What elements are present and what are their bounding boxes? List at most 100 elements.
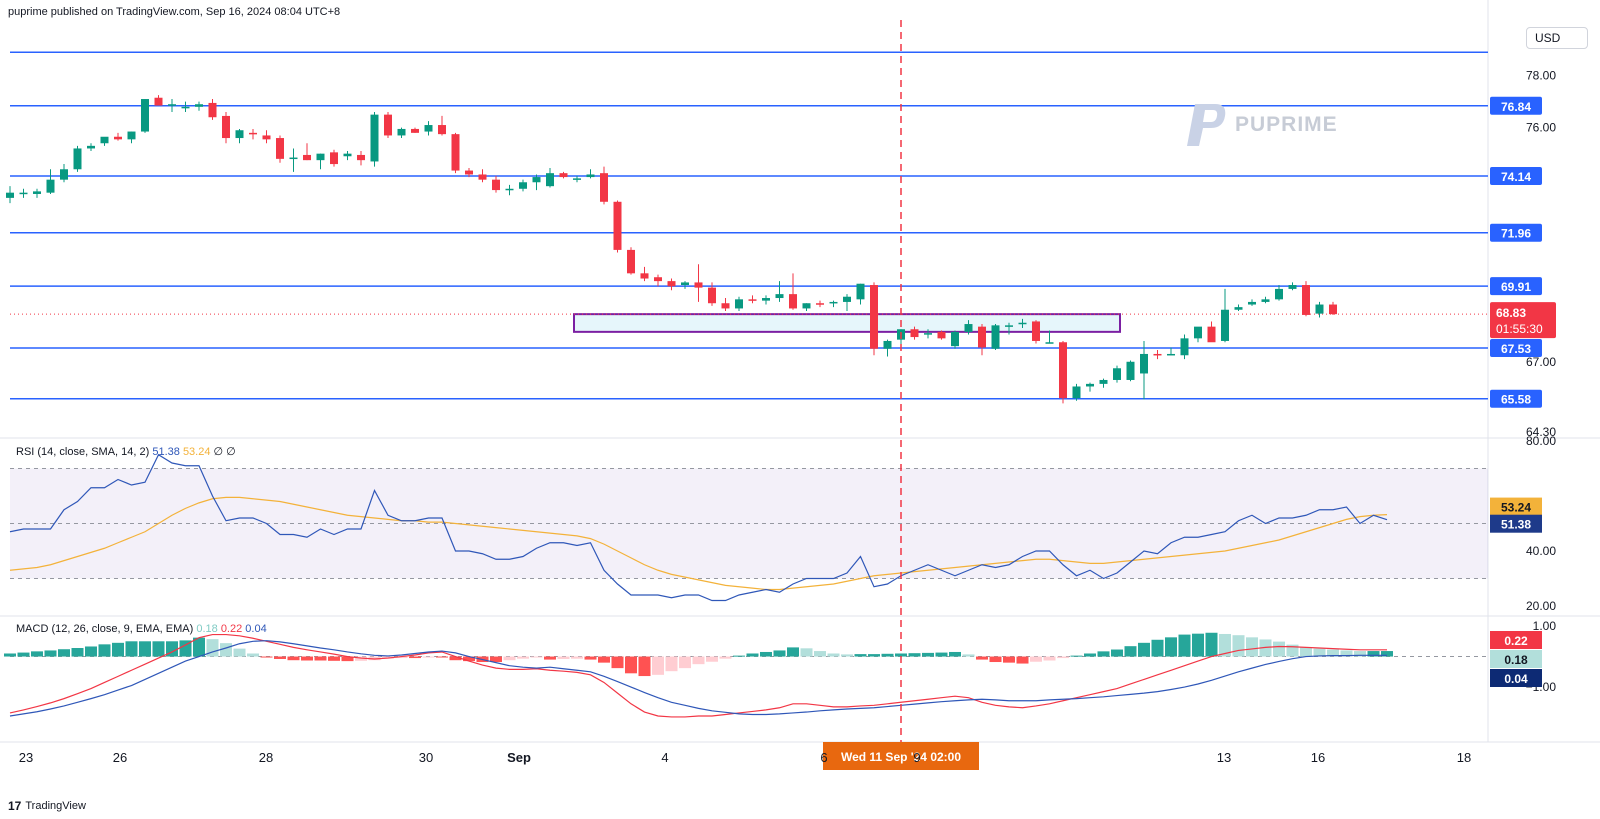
macd-histogram-bar: [733, 655, 745, 657]
currency-selector[interactable]: USD: [1526, 27, 1588, 49]
candle-body: [951, 331, 959, 347]
candle: [303, 143, 311, 161]
macd-histogram-bar: [503, 656, 516, 661]
candle: [1329, 301, 1337, 315]
candle: [114, 132, 122, 141]
candle-body: [424, 125, 433, 132]
signal-line: [9, 633, 1387, 718]
candle-body: [1018, 322, 1027, 325]
candle-body: [438, 125, 446, 135]
macd-histogram-bar: [17, 652, 30, 657]
candle: [1045, 330, 1054, 344]
macd-histogram-bar: [314, 656, 327, 661]
macd-histogram-bar: [1178, 634, 1191, 657]
candle-body: [1234, 307, 1243, 310]
macd-histogram-bar: [1097, 651, 1110, 657]
candle-body: [627, 249, 635, 274]
rsi-ma-tag: [1490, 497, 1542, 516]
candle-body: [708, 287, 716, 304]
macd-histogram-bar: [949, 651, 961, 657]
candle-body: [532, 177, 541, 183]
macd-histogram-bar: [895, 653, 907, 657]
candle: [816, 300, 824, 308]
level-tag: [1490, 277, 1542, 296]
candle: [343, 151, 352, 161]
candle-body: [1207, 326, 1216, 343]
candle-body: [735, 299, 743, 309]
rsi-legend-value: 51.38: [152, 446, 183, 458]
candle: [559, 171, 568, 179]
rsi-ma-legend-value: 53.24: [183, 446, 214, 458]
candle: [195, 101, 203, 111]
macd-histogram-bar: [1124, 646, 1137, 657]
candle: [789, 273, 797, 310]
candle-body: [1140, 353, 1148, 374]
macd-histogram-bar: [139, 641, 151, 657]
macd-histogram-bar: [1165, 637, 1177, 657]
candle-body: [870, 285, 878, 349]
candle: [208, 99, 217, 120]
level-tag: [1490, 389, 1542, 408]
candle: [1072, 383, 1081, 401]
signal-value: 0.22: [1504, 634, 1528, 648]
candle-body: [883, 340, 892, 349]
candle-body: [1302, 285, 1310, 315]
candle: [6, 186, 14, 204]
macd-histogram-bar: [1016, 656, 1029, 664]
candle: [546, 167, 554, 188]
macd-histogram-bar: [841, 654, 853, 657]
candle-body: [1194, 326, 1202, 339]
candle: [721, 298, 730, 312]
candle-body: [19, 192, 28, 195]
candle-body: [1005, 325, 1013, 327]
current-price-tag: [1490, 302, 1556, 339]
current-price-label: 68.83: [1496, 306, 1526, 320]
candle-body: [222, 115, 230, 139]
candle: [1207, 321, 1216, 343]
level-tag: [1490, 167, 1542, 186]
macd-histogram-bar: [908, 653, 921, 657]
macd-line: [9, 640, 1387, 717]
puprime-watermark: PUPRIME: [1185, 102, 1338, 148]
candle: [667, 278, 676, 291]
macd-histogram-bar: [206, 639, 219, 657]
macd-histogram-bar: [233, 648, 246, 657]
candle: [978, 324, 986, 356]
macd-histogram-bar: [814, 651, 826, 657]
histogram-legend-value: 0.18: [196, 623, 220, 635]
candle: [937, 330, 946, 340]
candle: [856, 283, 865, 305]
time-axis-tick: 16: [1311, 750, 1325, 765]
candle: [843, 294, 851, 312]
tradingview-footer[interactable]: 17 TradingView: [8, 799, 86, 813]
tradingview-logo-icon: 17: [8, 799, 22, 813]
candle: [249, 128, 257, 140]
macd-histogram-bar: [1111, 649, 1123, 657]
candle: [505, 184, 514, 196]
time-axis-tick: 30: [419, 750, 433, 765]
candle-body: [937, 331, 946, 339]
macd-histogram-bar: [58, 649, 70, 657]
macd-histogram-bar: [449, 656, 462, 661]
candle: [708, 282, 716, 306]
candle-body: [546, 173, 554, 187]
candle-body: [1315, 304, 1324, 314]
candle: [735, 296, 743, 312]
macd-histogram-bar: [1192, 633, 1204, 657]
candle-body: [316, 153, 325, 161]
macd-histogram-bar: [598, 656, 610, 663]
candle-body: [519, 182, 527, 189]
time-axis-tick: 6: [820, 750, 827, 765]
candle: [1248, 299, 1256, 306]
rsi-value: 51.38: [1501, 518, 1531, 532]
candle-body: [276, 138, 284, 159]
macd-axis-tick: 1.00: [1533, 619, 1557, 633]
macd-histogram-bar: [260, 656, 273, 658]
rsi-legend-na: ∅ ∅: [214, 446, 236, 458]
candle: [1194, 326, 1202, 343]
candle-body: [775, 294, 784, 299]
candle-body: [1153, 353, 1162, 356]
candle: [1126, 360, 1135, 382]
candle-body: [370, 114, 379, 162]
